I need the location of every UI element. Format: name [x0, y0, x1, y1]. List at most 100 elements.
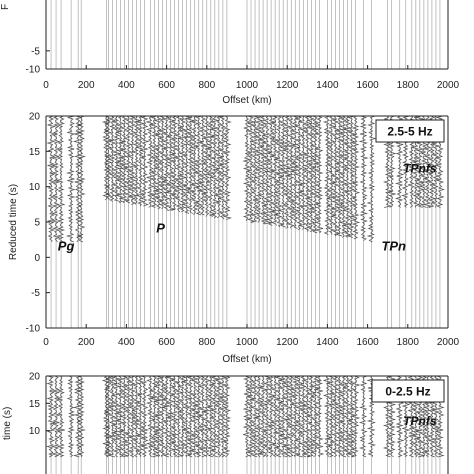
- x-tick-label: 1800: [397, 80, 420, 91]
- trace-wiggle: [326, 376, 337, 458]
- y-tick-label: 0: [34, 253, 40, 264]
- trace-wiggle: [277, 116, 289, 228]
- trace-wiggle: [149, 116, 160, 208]
- trace-wiggle: [222, 116, 232, 220]
- trace-wiggle: [222, 376, 232, 458]
- trace-wiggle: [250, 116, 260, 223]
- trace-wiggle: [72, 116, 83, 243]
- trace-wiggle: [281, 116, 292, 229]
- trace-wiggle: [242, 116, 252, 222]
- trace-wiggle: [131, 116, 141, 205]
- x-tick-label: 400: [118, 80, 135, 91]
- trace-wiggle: [158, 116, 167, 210]
- trace-wiggle: [111, 376, 122, 458]
- trace-wiggle: [350, 376, 361, 458]
- trace-wiggle: [123, 116, 134, 204]
- trace-wiggle: [306, 116, 317, 232]
- trace-wiggle: [323, 116, 333, 235]
- y-tick-label: 5: [34, 218, 40, 229]
- x-tick-label: 600: [158, 337, 175, 348]
- trace-wiggle: [338, 376, 348, 458]
- trace-wiggle: [347, 376, 356, 458]
- trace-wiggle: [270, 376, 281, 458]
- trace-wiggle: [46, 116, 57, 243]
- trace-wiggle: [214, 116, 224, 219]
- trace-wiggle: [217, 116, 228, 220]
- frequency-band-label: 2.5-5 Hz: [387, 125, 432, 139]
- trace-wiggle: [218, 376, 228, 458]
- trace-wiggle: [157, 376, 168, 458]
- trace-wiggle: [103, 116, 114, 201]
- trace-wiggle: [186, 116, 196, 214]
- x-tick-label: 1000: [236, 337, 259, 348]
- trace-wiggle: [358, 116, 369, 241]
- phase-annotation: TPnfs: [403, 414, 437, 428]
- trace-wiggle: [294, 116, 305, 231]
- traces-group: [50, 0, 441, 69]
- trace-wiggle: [298, 376, 308, 458]
- x-tick-label: 2000: [437, 337, 460, 348]
- trace-wiggle: [135, 116, 146, 207]
- trace-wiggle: [194, 116, 204, 216]
- trace-wiggle: [139, 116, 150, 207]
- trace-wiggle: [153, 116, 164, 210]
- x-tick-label: 400: [118, 337, 135, 348]
- trace-wiggle: [50, 376, 62, 458]
- trace-wiggle: [334, 116, 345, 237]
- trace-wiggle: [270, 116, 281, 226]
- trace-wiggle: [294, 376, 304, 458]
- x-tick-label: 600: [158, 80, 175, 91]
- trace-wiggle: [242, 376, 252, 458]
- trace-wiggle: [177, 116, 188, 213]
- y-tick-label: 20: [29, 112, 41, 123]
- frequency-band-label: 0-2.5 Hz: [385, 385, 430, 399]
- phase-annotation: TPnfs: [403, 162, 437, 176]
- trace-wiggle: [314, 116, 324, 234]
- trace-wiggle: [250, 376, 261, 458]
- trace-wiggle: [306, 376, 317, 458]
- trace-wiggle: [165, 116, 176, 211]
- trace-wiggle: [170, 116, 180, 211]
- x-tick-label: 0: [43, 337, 49, 348]
- trace-wiggle: [161, 116, 172, 211]
- trace-wiggle: [206, 376, 216, 458]
- phase-annotation: P: [156, 221, 165, 236]
- trace-wiggle: [286, 116, 297, 229]
- trace-wiggle: [338, 116, 349, 238]
- trace-wiggle: [50, 116, 62, 243]
- phase-annotation: Pg: [58, 238, 75, 253]
- trace-wiggle: [254, 116, 265, 223]
- panel-bottom-cropped: 20 15 10 0-2.5 Hz TPnfs: [29, 372, 449, 474]
- x-axis-label: Offset (km): [222, 354, 271, 365]
- trace-wiggle: [119, 116, 129, 204]
- trace-wiggle: [170, 376, 180, 458]
- trace-wiggle: [330, 376, 341, 458]
- x-tick-label: 1200: [276, 80, 299, 91]
- trace-wiggle: [145, 376, 156, 458]
- trace-wiggle: [128, 376, 137, 458]
- trace-wiggle: [186, 376, 196, 458]
- trace-wiggle: [290, 376, 301, 458]
- trace-wiggle: [76, 116, 86, 243]
- x-tick-label: 800: [198, 80, 215, 91]
- trace-wiggle: [283, 376, 292, 458]
- trace-wiggle: [210, 376, 220, 458]
- trace-wiggle: [290, 116, 301, 229]
- trace-wiggle: [177, 376, 188, 458]
- trace-wiggle: [140, 376, 149, 458]
- phase-annotation: TPn: [381, 238, 406, 253]
- y-tick-label: -10: [26, 65, 41, 76]
- trace-wiggle: [246, 116, 256, 223]
- frequency-band-box: [375, 119, 445, 143]
- trace-wiggle: [267, 376, 276, 458]
- trace-wiggle: [314, 376, 325, 458]
- x-tick-label: 1200: [276, 337, 299, 348]
- x-tick-label: 2000: [437, 80, 460, 91]
- trace-wiggle: [101, 376, 111, 458]
- trace-wiggle: [123, 376, 133, 458]
- trace-wiggle: [46, 376, 56, 458]
- y-tick-label: 20: [29, 372, 41, 383]
- trace-wiggle: [103, 376, 114, 458]
- trace-wiggle: [254, 376, 264, 458]
